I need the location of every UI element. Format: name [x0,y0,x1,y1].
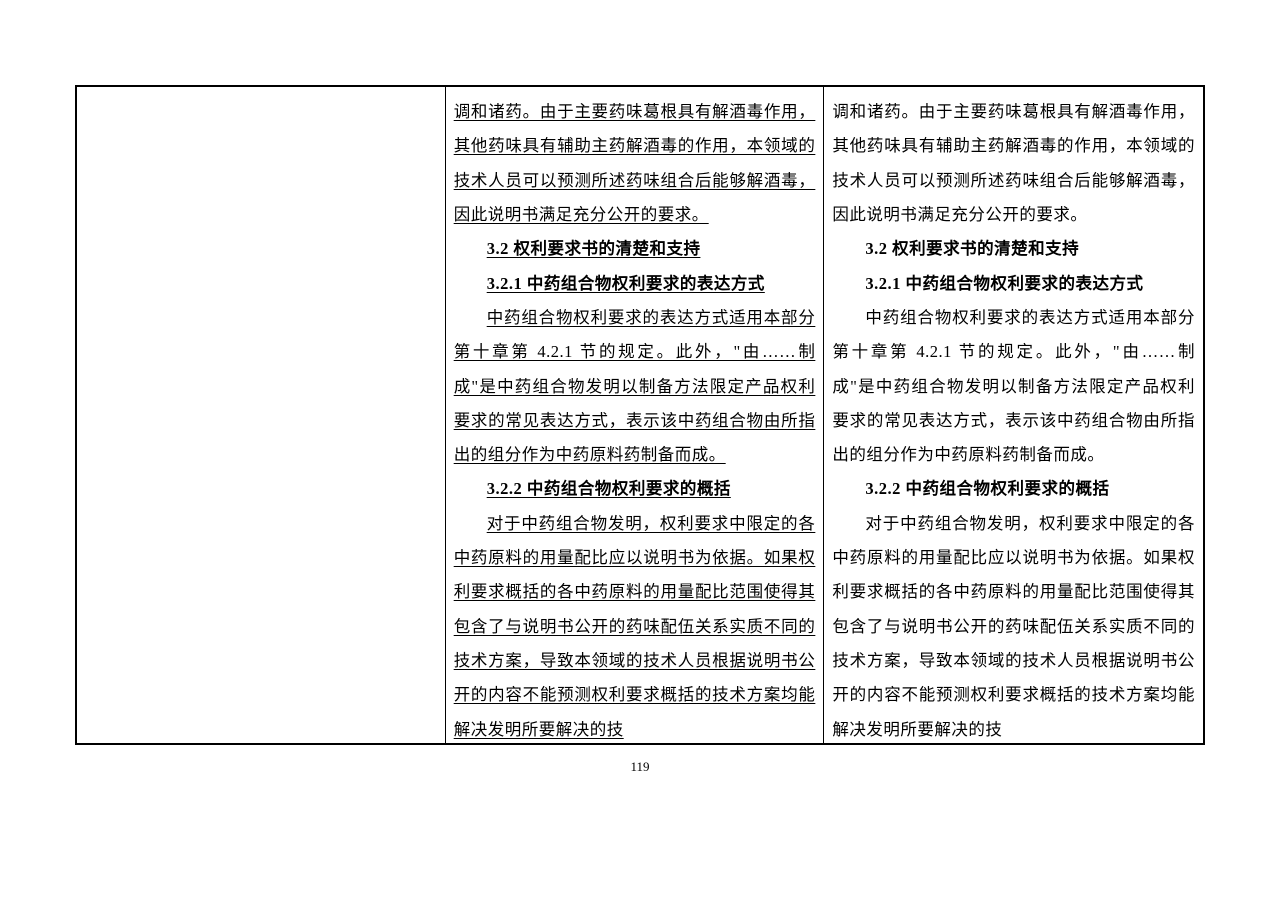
section-heading: 3.2 权利要求书的清楚和支持 [832,232,1195,266]
section-heading: 3.2 权利要求书的清楚和支持 [454,232,816,266]
page-number: 119 [0,759,1280,775]
comparison-table: 调和诸药。由于主要药味葛根具有解酒毒作用，其他药味具有辅助主药解酒毒的作用，本领… [75,85,1205,745]
paragraph: 调和诸药。由于主要药味葛根具有解酒毒作用，其他药味具有辅助主药解酒毒的作用，本领… [832,95,1195,232]
column-1-content [77,87,445,103]
paragraph: 对于中药组合物发明，权利要求中限定的各中药原料的用量配比应以说明书为依据。如果权… [832,507,1195,743]
column-3-content: 调和诸药。由于主要药味葛根具有解酒毒作用，其他药味具有辅助主药解酒毒的作用，本领… [824,87,1203,743]
table-column-3: 调和诸药。由于主要药味葛根具有解酒毒作用，其他药味具有辅助主药解酒毒的作用，本领… [824,87,1203,743]
paragraph: 调和诸药。由于主要药味葛根具有解酒毒作用，其他药味具有辅助主药解酒毒的作用，本领… [454,95,816,232]
table-column-2: 调和诸药。由于主要药味葛根具有解酒毒作用，其他药味具有辅助主药解酒毒的作用，本领… [446,87,825,743]
section-heading: 3.2.2 中药组合物权利要求的概括 [832,472,1195,506]
table-column-1 [77,87,446,743]
section-heading: 3.2.1 中药组合物权利要求的表达方式 [832,267,1195,301]
column-2-content: 调和诸药。由于主要药味葛根具有解酒毒作用，其他药味具有辅助主药解酒毒的作用，本领… [446,87,824,743]
paragraph: 对于中药组合物发明，权利要求中限定的各中药原料的用量配比应以说明书为依据。如果权… [454,507,816,743]
section-heading: 3.2.2 中药组合物权利要求的概括 [454,472,816,506]
section-heading: 3.2.1 中药组合物权利要求的表达方式 [454,267,816,301]
paragraph: 中药组合物权利要求的表达方式适用本部分第十章第 4.2.1 节的规定。此外，"由… [454,301,816,473]
paragraph: 中药组合物权利要求的表达方式适用本部分第十章第 4.2.1 节的规定。此外，"由… [832,301,1195,473]
